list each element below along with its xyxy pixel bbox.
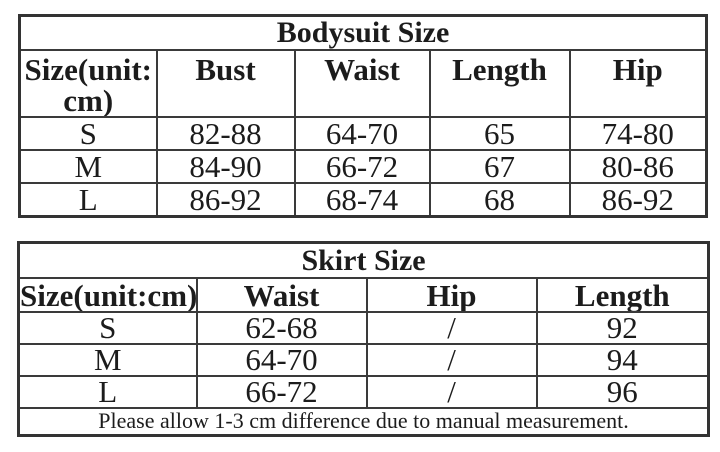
data-cell: 66-72	[195, 375, 368, 409]
data-cell: 84-90	[155, 149, 296, 184]
data-cell: 66-72	[293, 149, 431, 184]
data-cell: 82-88	[155, 116, 296, 151]
table-title-row: Skirt Size	[17, 241, 710, 279]
header-cell-bust: Bust	[155, 49, 296, 118]
data-cell: 68-74	[293, 182, 431, 218]
data-cell: 62-68	[195, 311, 368, 345]
data-cell: 67	[428, 149, 571, 184]
header-cell-waist: Waist	[195, 277, 368, 313]
table-row-s: S 62-68 / 92	[17, 311, 710, 345]
data-cell: /	[365, 343, 538, 377]
skirt-table-title: Skirt Size	[17, 241, 710, 279]
data-cell: 68	[428, 182, 571, 218]
table-row-m: M 84-90 66-72 67 80-86	[18, 149, 708, 184]
data-cell: 74-80	[568, 116, 708, 151]
table-header-row: Size(unit: cm) Bust Waist Length Hip	[18, 49, 708, 118]
table-title-row: Bodysuit Size	[18, 14, 708, 51]
table-header-row: Size(unit:cm) Waist Hip Length	[17, 277, 710, 313]
data-cell: 80-86	[568, 149, 708, 184]
data-cell: 64-70	[293, 116, 431, 151]
data-cell: S	[17, 311, 198, 345]
data-cell: 96	[535, 375, 710, 409]
bodysuit-table-title: Bodysuit Size	[18, 14, 708, 51]
data-cell: 94	[535, 343, 710, 377]
header-cell-size: Size(unit:cm)	[17, 277, 198, 313]
data-cell: L	[17, 375, 198, 409]
data-cell: 86-92	[568, 182, 708, 218]
table-row-l: L 86-92 68-74 68 86-92	[18, 182, 708, 218]
data-cell: M	[17, 343, 198, 377]
header-cell-length: Length	[535, 277, 710, 313]
table-row-m: M 64-70 / 94	[17, 343, 710, 377]
table-row-l: L 66-72 / 96	[17, 375, 710, 409]
skirt-size-table: Skirt Size Size(unit:cm) Waist Hip Lengt…	[17, 241, 711, 437]
data-cell: 86-92	[155, 182, 296, 218]
data-cell: M	[18, 149, 158, 184]
data-cell: 65	[428, 116, 571, 151]
bodysuit-size-table: Bodysuit Size Size(unit: cm) Bust Waist …	[18, 14, 709, 218]
data-cell: S	[18, 116, 158, 151]
header-cell-size: Size(unit: cm)	[18, 49, 158, 118]
table-row-s: S 82-88 64-70 65 74-80	[18, 116, 708, 151]
table-note-row: Please allow 1-3 cm difference due to ma…	[17, 407, 710, 436]
header-cell-waist: Waist	[293, 49, 431, 118]
measurement-note: Please allow 1-3 cm difference due to ma…	[17, 407, 710, 436]
data-cell: 64-70	[195, 343, 368, 377]
data-cell: 92	[535, 311, 710, 345]
header-cell-hip: Hip	[568, 49, 708, 118]
data-cell: L	[18, 182, 158, 218]
data-cell: /	[365, 311, 538, 345]
header-cell-length: Length	[428, 49, 571, 118]
header-cell-hip: Hip	[365, 277, 538, 313]
data-cell: /	[365, 375, 538, 409]
